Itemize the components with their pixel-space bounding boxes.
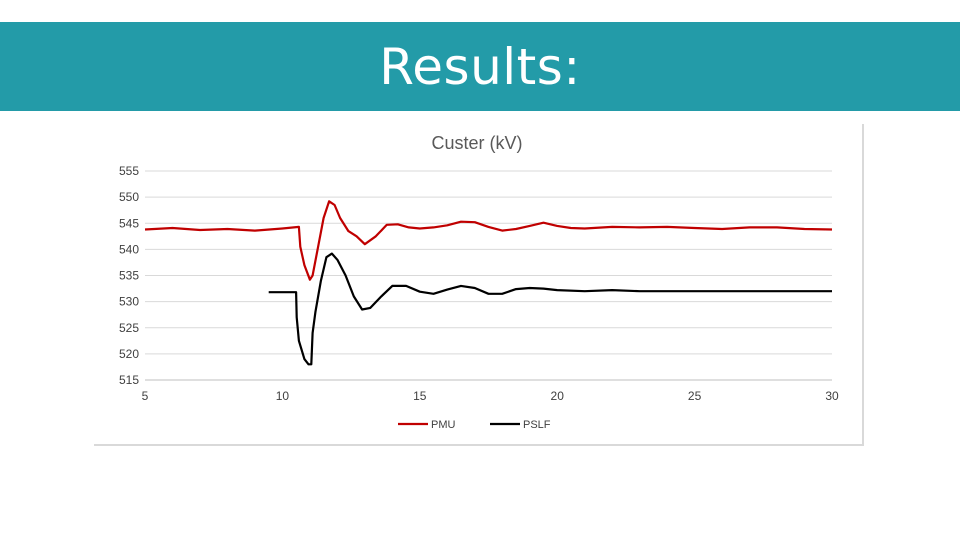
y-tick-label: 550 <box>119 190 139 204</box>
y-tick-label: 555 <box>119 164 139 178</box>
series-line-pmu <box>144 200 833 281</box>
chart-frame: Custer (kV) 515 520 525 530 535 540 545 550 555 … <box>94 124 864 446</box>
y-tick-label: 540 <box>119 242 139 256</box>
y-tick-label: 525 <box>119 321 139 335</box>
x-tick-label: 10 <box>276 389 290 403</box>
legend-label-pslf: PSLF <box>523 419 551 431</box>
series-line-pslf <box>268 252 832 366</box>
y-tick-label: 520 <box>119 347 139 361</box>
series-lines <box>144 200 833 366</box>
y-tick-label: 530 <box>119 295 139 309</box>
chart-legend: PMU PSLF <box>398 419 551 431</box>
x-tick-label: 20 <box>551 389 565 403</box>
y-tick-label: 545 <box>119 216 139 230</box>
y-tick-label: 515 <box>119 373 139 387</box>
x-tick-label: 15 <box>413 389 427 403</box>
chart-title: Custer (kV) <box>431 133 522 153</box>
y-tick-label: 535 <box>119 269 139 283</box>
title-bar: Results: <box>0 22 960 111</box>
x-tick-label: 25 <box>688 389 702 403</box>
x-axis-ticks: 5 10 15 20 25 30 <box>142 389 839 403</box>
page-title: Results: <box>379 37 581 96</box>
legend-label-pmu: PMU <box>431 419 456 431</box>
x-tick-label: 5 <box>142 389 149 403</box>
x-tick-label: 30 <box>825 389 839 403</box>
chart-svg: Custer (kV) 515520525530535540545550555 … <box>119 133 839 431</box>
chart-grid <box>145 170 832 381</box>
y-axis-ticks: 515 520 525 530 535 540 545 550 555 <box>119 164 139 387</box>
